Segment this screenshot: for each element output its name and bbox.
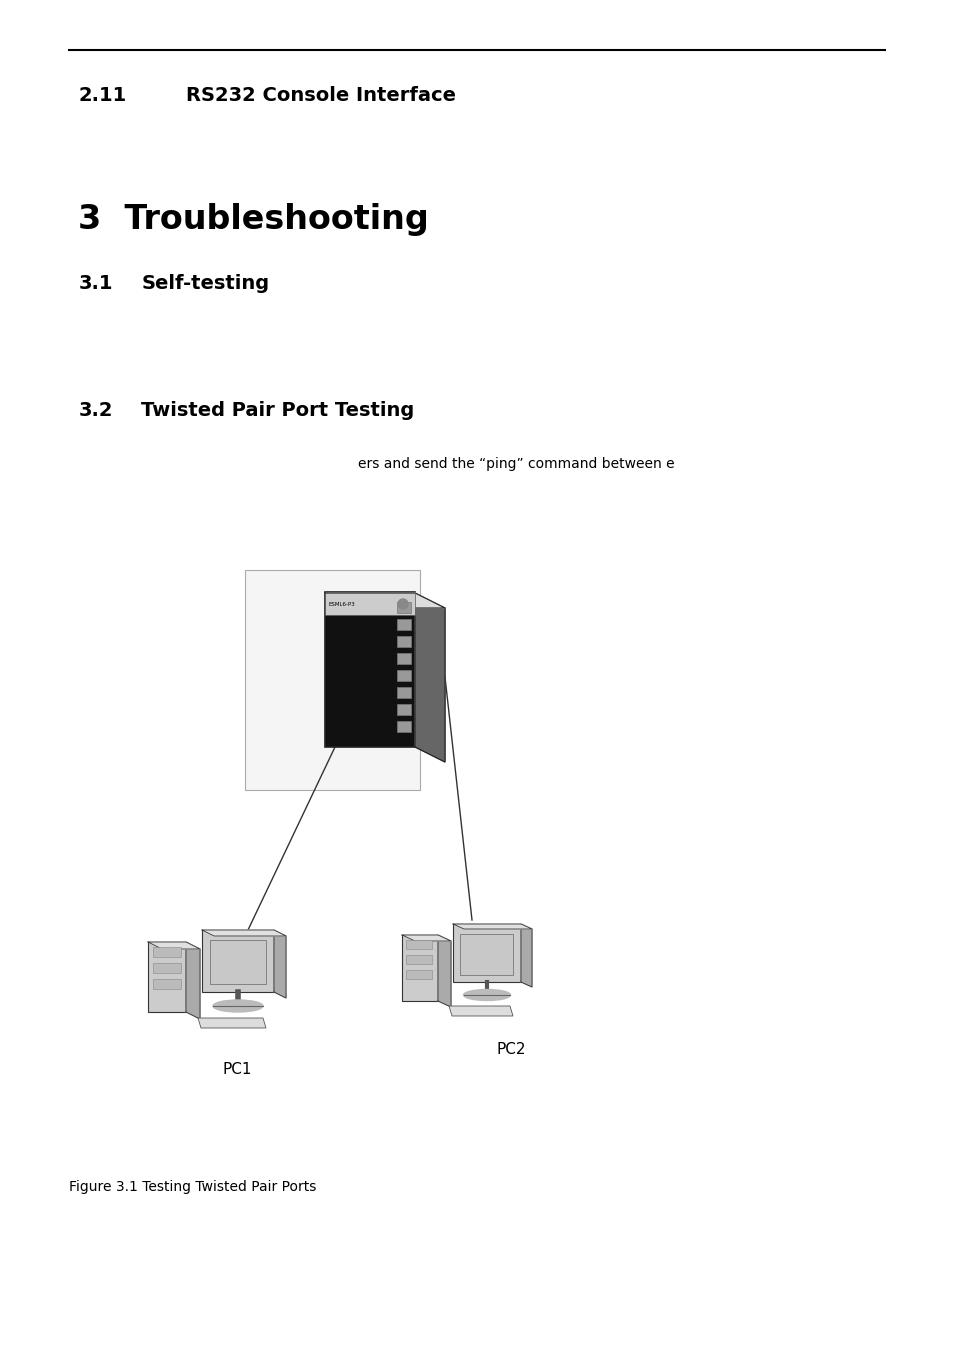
Text: Figure 3.1 Testing Twisted Pair Ports: Figure 3.1 Testing Twisted Pair Ports: [69, 1180, 315, 1193]
Bar: [152, 963, 181, 973]
Bar: [396, 703, 411, 716]
Text: ers and send the “ping” command between e: ers and send the “ping” command between …: [357, 458, 674, 471]
Bar: [325, 593, 415, 747]
Text: PC2: PC2: [497, 1042, 526, 1057]
Bar: [325, 593, 415, 616]
Bar: [396, 620, 411, 630]
Bar: [406, 954, 432, 964]
Polygon shape: [148, 942, 200, 949]
Polygon shape: [520, 923, 532, 987]
Bar: [396, 670, 411, 680]
Polygon shape: [453, 923, 532, 929]
Polygon shape: [274, 930, 286, 998]
Text: 3.2: 3.2: [78, 401, 112, 420]
Polygon shape: [437, 936, 451, 1007]
Bar: [396, 687, 411, 698]
Text: RS232 Console Interface: RS232 Console Interface: [186, 86, 456, 105]
Text: PC1: PC1: [223, 1062, 253, 1077]
Bar: [152, 979, 181, 990]
Polygon shape: [186, 942, 200, 1019]
Circle shape: [397, 599, 408, 609]
Text: 3  Troubleshooting: 3 Troubleshooting: [78, 204, 429, 236]
Polygon shape: [415, 593, 444, 761]
Bar: [401, 936, 437, 1000]
Bar: [152, 946, 181, 957]
Polygon shape: [401, 936, 451, 941]
Polygon shape: [449, 1006, 513, 1017]
Bar: [245, 570, 419, 790]
Polygon shape: [198, 1018, 266, 1027]
Text: Self-testing: Self-testing: [141, 274, 269, 293]
Bar: [406, 940, 432, 949]
Text: ESML6-P3: ESML6-P3: [329, 602, 355, 608]
Bar: [396, 602, 411, 613]
Bar: [148, 942, 186, 1012]
Ellipse shape: [213, 1000, 263, 1012]
Bar: [459, 934, 513, 975]
Bar: [396, 721, 411, 732]
Text: 3.1: 3.1: [78, 274, 112, 293]
Bar: [453, 923, 520, 981]
Text: Twisted Pair Port Testing: Twisted Pair Port Testing: [141, 401, 414, 420]
Ellipse shape: [463, 990, 510, 1000]
Bar: [396, 653, 411, 664]
Text: 2.11: 2.11: [78, 86, 127, 105]
Bar: [202, 930, 274, 992]
Bar: [406, 971, 432, 979]
Polygon shape: [202, 930, 286, 936]
Polygon shape: [325, 593, 444, 608]
Bar: [210, 940, 266, 984]
Bar: [396, 636, 411, 647]
